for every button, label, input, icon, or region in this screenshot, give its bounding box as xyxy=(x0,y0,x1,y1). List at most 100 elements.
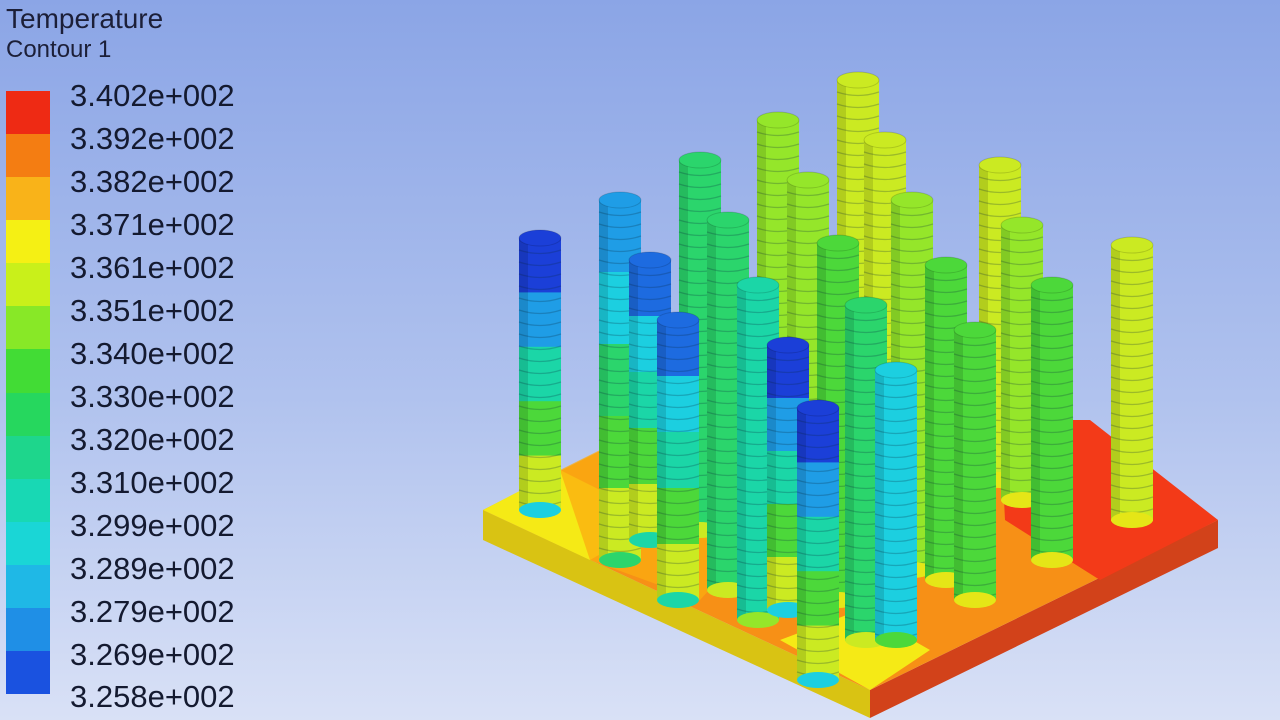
colorbar-band xyxy=(6,349,50,393)
pin-ridge xyxy=(953,437,997,443)
pin-ridge xyxy=(786,203,830,209)
pin-ridge xyxy=(628,271,672,277)
pin-segment xyxy=(1111,245,1153,301)
pin-ridge xyxy=(1110,388,1154,394)
pin-top-cap xyxy=(766,336,810,354)
pin-top-cap xyxy=(598,191,642,209)
pin-ridge xyxy=(863,163,907,169)
pin-ridge xyxy=(874,525,918,531)
pin-ridge xyxy=(736,332,780,338)
pin-ridge xyxy=(756,167,800,173)
pin-ridge xyxy=(924,300,968,306)
pin-ridge xyxy=(1030,476,1074,482)
pin-ridge xyxy=(796,479,840,485)
pin-top-cap xyxy=(816,234,860,252)
pin-ridge xyxy=(953,377,997,383)
pin-ridge xyxy=(953,497,997,503)
pin-ridge xyxy=(1030,464,1074,470)
pin-ridge xyxy=(1110,256,1154,262)
pin-ridge xyxy=(953,569,997,575)
pin-ridge xyxy=(598,235,642,241)
pin-segment xyxy=(519,292,561,348)
pin-ridge xyxy=(1000,272,1044,278)
pin-ridge xyxy=(706,231,750,237)
colorbar-band xyxy=(6,134,50,178)
pin-shade xyxy=(979,165,988,480)
heatsink-pin xyxy=(953,321,997,608)
pin-ridge xyxy=(874,405,918,411)
pin-top-cap xyxy=(678,151,722,169)
pin-ridge xyxy=(874,561,918,567)
pin-ridge xyxy=(656,367,700,373)
pin-ridge xyxy=(816,290,860,296)
heatsink-pin xyxy=(1110,236,1154,528)
pin-ridge xyxy=(953,401,997,407)
pin-ridge xyxy=(1110,400,1154,406)
pin-ridge xyxy=(518,441,562,447)
pin-ridge xyxy=(736,308,780,314)
pin-shade xyxy=(1001,225,1010,500)
pin-ridge xyxy=(1030,392,1074,398)
pin-bottom xyxy=(599,552,641,568)
pin-ridge xyxy=(844,328,888,334)
pin-segment xyxy=(767,345,809,399)
pin-ridge xyxy=(598,223,642,229)
pin-ridge xyxy=(1030,332,1074,338)
pin-ridge xyxy=(756,131,800,137)
pin-ridge xyxy=(706,255,750,261)
pin-top-cap xyxy=(890,191,934,209)
pin-ridge xyxy=(863,151,907,157)
pin-ridge xyxy=(1030,296,1074,302)
pin-ridge xyxy=(874,585,918,591)
pin-ridge xyxy=(863,187,907,193)
pin-ridge xyxy=(1000,260,1044,266)
pin-ridge xyxy=(756,143,800,149)
pin-ridge xyxy=(796,599,840,605)
pin-ridge xyxy=(953,521,997,527)
pin-shade xyxy=(707,220,716,590)
pin-segment xyxy=(954,546,996,601)
tick-label: 3.289e+002 xyxy=(70,551,235,586)
heatsink-pins xyxy=(518,71,1154,688)
pin-ridge xyxy=(1110,484,1154,490)
pin-ridge xyxy=(874,393,918,399)
pin-ridge xyxy=(796,635,840,641)
tick-label: 3.258e+002 xyxy=(70,679,235,714)
pin-ridge xyxy=(706,243,750,249)
pin-ridge xyxy=(796,467,840,473)
pin-segment xyxy=(954,384,996,439)
pin-ridge xyxy=(736,296,780,302)
pin-ridge xyxy=(1110,364,1154,370)
pin-shade xyxy=(925,265,934,580)
pin-ridge xyxy=(836,103,880,109)
pin-ridge xyxy=(796,491,840,497)
pin-segment xyxy=(1111,465,1153,521)
pin-ridge xyxy=(656,331,700,337)
pin-top-cap xyxy=(924,256,968,274)
pin-ridge xyxy=(890,235,934,241)
pin-ridge xyxy=(796,575,840,581)
pin-ridge xyxy=(628,307,672,313)
pin-ridge xyxy=(953,449,997,455)
pin-segment xyxy=(875,424,917,479)
pin-ridge xyxy=(796,443,840,449)
pin-ridge xyxy=(628,295,672,301)
pin-ridge xyxy=(628,283,672,289)
pin-ridge xyxy=(874,381,918,387)
pin-ridge xyxy=(656,343,700,349)
pin-ridge xyxy=(874,453,918,459)
pin-segment xyxy=(954,330,996,385)
colorbar-band xyxy=(6,177,50,221)
pin-ridge xyxy=(678,183,722,189)
pin-ridge xyxy=(656,439,700,445)
tick-label: 3.382e+002 xyxy=(70,164,235,199)
pin-ridge xyxy=(1110,304,1154,310)
pin-ridge xyxy=(766,356,810,362)
pin-ridge xyxy=(816,254,860,260)
pin-ridge xyxy=(874,441,918,447)
pin-ridge xyxy=(874,549,918,555)
pin-segment xyxy=(657,544,699,601)
pin-segment xyxy=(797,516,839,573)
pin-ridge xyxy=(518,309,562,315)
